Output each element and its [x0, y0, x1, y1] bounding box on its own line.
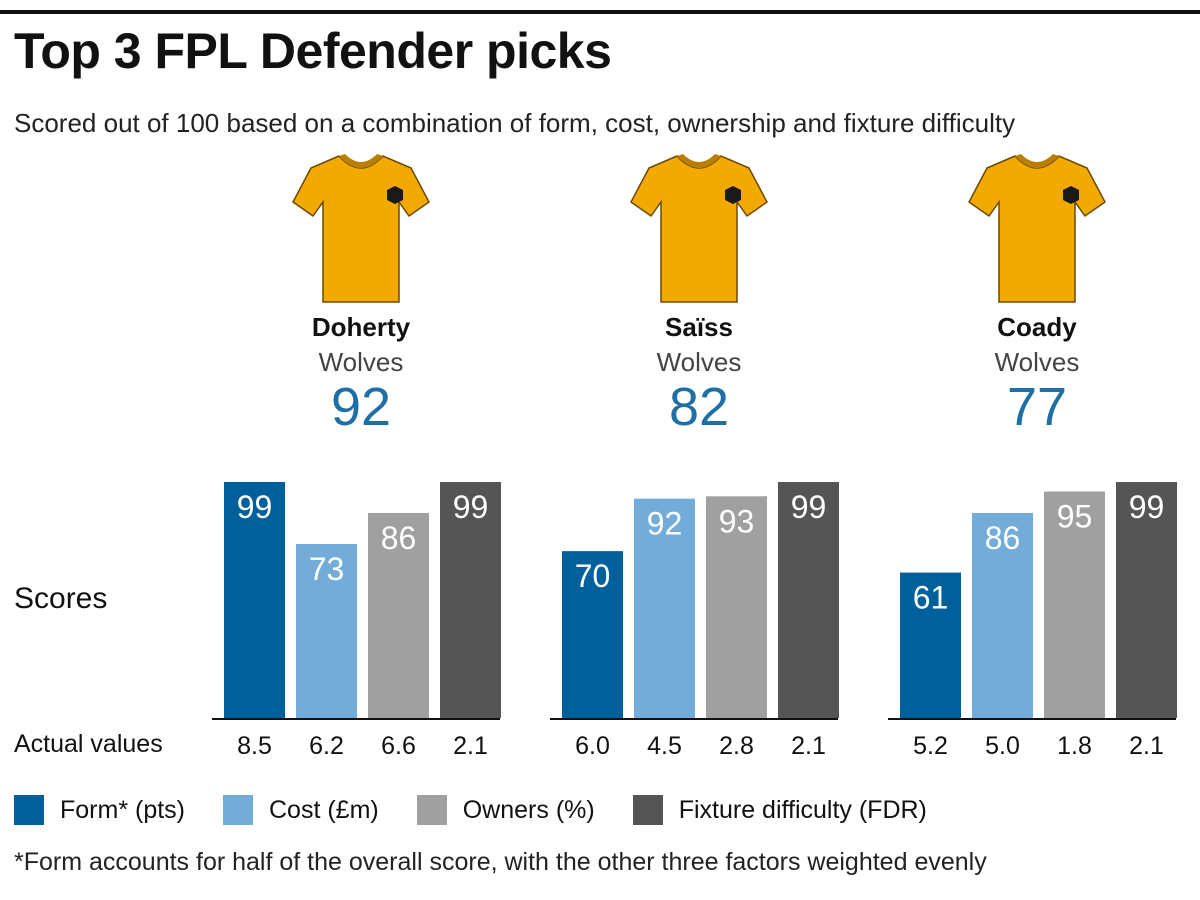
- actual-value-label: 8.5: [237, 732, 272, 760]
- player-name: Doherty: [311, 312, 411, 342]
- chart-subtitle: Scored out of 100 based on a combination…: [14, 108, 1016, 138]
- actual-value-label: 2.8: [719, 732, 754, 760]
- legend-swatch-form: [14, 795, 44, 825]
- actual-value-label: 5.0: [985, 732, 1020, 760]
- bar-value-label: 86: [985, 520, 1021, 556]
- legend-swatch-owners: [416, 795, 447, 825]
- bar-fdr: [1116, 482, 1177, 718]
- legend-item-form: Form* (pts): [14, 795, 185, 825]
- bar-value-label: 86: [381, 520, 417, 556]
- bar-fdr: [440, 482, 501, 718]
- bar-value-label: 99: [791, 489, 827, 525]
- legend-item-fdr: Fixture difficulty (FDR): [632, 795, 927, 825]
- bar-value-label: 99: [1129, 489, 1165, 525]
- actual-value-label: 6.2: [309, 732, 344, 760]
- player-card-2: Saïss Wolves 82: [589, 150, 809, 438]
- actual-value-label: 1.8: [1057, 732, 1092, 760]
- bar-owners: [1044, 491, 1105, 718]
- bar-value-label: 73: [309, 551, 345, 587]
- player-overall-score: 77: [1006, 377, 1068, 437]
- player-team: Wolves: [656, 347, 742, 377]
- bar-value-label: 93: [719, 503, 755, 539]
- player-team: Wolves: [318, 347, 404, 377]
- legend-label: Form* (pts): [60, 795, 185, 824]
- player-card-1: Doherty Wolves 92: [251, 150, 471, 438]
- player-overall-score: 92: [330, 377, 392, 437]
- actual-value-label: 4.5: [647, 732, 682, 760]
- legend-label: Owners (%): [462, 795, 595, 824]
- actual-value-label: 2.1: [453, 732, 488, 760]
- bar-value-label: 99: [453, 489, 489, 525]
- bar-owners: [368, 512, 429, 718]
- footnote: *Form accounts for half of the overall s…: [14, 848, 987, 876]
- player-name: Saïss: [665, 312, 733, 342]
- player-card-3: Coady Wolves 77: [927, 150, 1147, 438]
- legend-swatch-fdr: [632, 795, 663, 825]
- chart-title: Top 3 FPL Defender picks: [14, 23, 612, 79]
- legend-item-owners: Owners (%): [416, 795, 595, 825]
- legend: Form* (pts) Cost (£m) Owners (%) Fixture…: [14, 795, 965, 825]
- bar-cost: [972, 512, 1033, 718]
- player-overall-score: 82: [668, 377, 730, 437]
- player-name: Coady: [997, 312, 1077, 342]
- scores-row-label: Scores: [14, 582, 108, 615]
- actual-value-label: 5.2: [913, 732, 948, 760]
- bar-fdr: [778, 482, 839, 718]
- bar-value-label: 95: [1057, 499, 1093, 535]
- bar-value-label: 92: [647, 506, 683, 542]
- bar-cost: [634, 498, 695, 718]
- football-shirt-icon: [292, 154, 430, 303]
- bar-owners: [706, 496, 767, 718]
- player-team: Wolves: [994, 347, 1080, 377]
- bar-form: [562, 551, 623, 718]
- actual-value-label: 6.0: [575, 732, 610, 760]
- bar-value-label: 99: [237, 489, 273, 525]
- bar-value-label: 70: [575, 558, 611, 594]
- top-rule: [0, 10, 1200, 14]
- legend-item-cost: Cost (£m): [223, 795, 379, 825]
- actual-value-label: 2.1: [791, 732, 826, 760]
- bar-cost: [296, 543, 357, 718]
- legend-label: Fixture difficulty (FDR): [678, 795, 927, 824]
- actual-values-row-label: Actual values: [14, 730, 163, 758]
- legend-swatch-cost: [223, 795, 253, 825]
- bar-value-label: 61: [913, 580, 949, 616]
- actual-value-label: 6.6: [381, 732, 416, 760]
- legend-label: Cost (£m): [269, 795, 379, 824]
- actual-value-label: 2.1: [1129, 732, 1164, 760]
- football-shirt-icon: [968, 154, 1106, 303]
- football-shirt-icon: [630, 154, 768, 303]
- bar-form: [900, 572, 961, 718]
- bar-form: [224, 482, 285, 718]
